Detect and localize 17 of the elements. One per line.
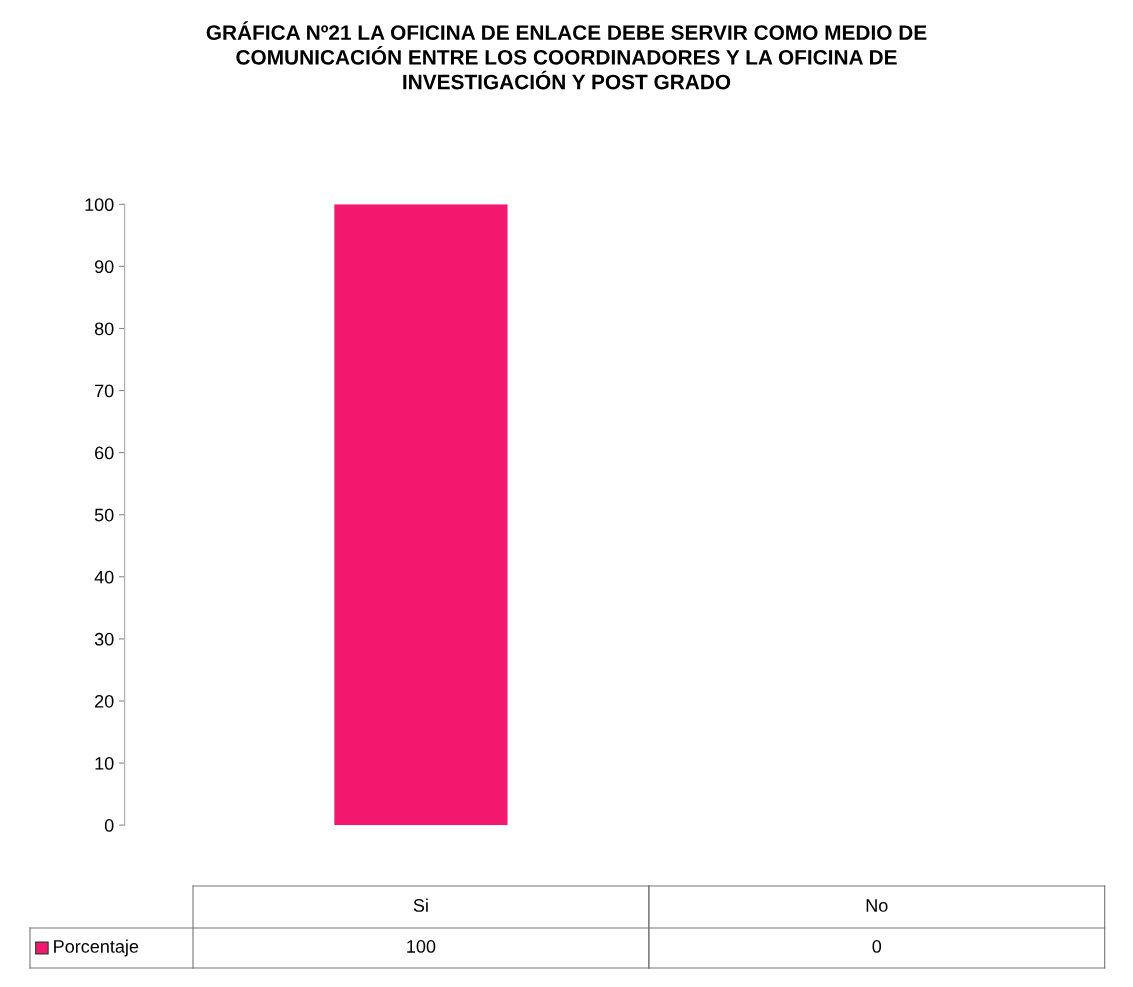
data-label: 100 (407, 940, 436, 953)
legend-label: Porcentaje (54, 939, 139, 957)
y-tick-label: 60 (95, 446, 114, 460)
y-tick-label: 70 (95, 384, 114, 398)
x-tick-label: Si (413, 898, 428, 912)
y-tick-label: 80 (94, 322, 114, 336)
y-tick-label: 0 (104, 819, 114, 832)
y-tick-label: 90 (94, 260, 114, 274)
y-tick-label: 50 (94, 508, 114, 522)
y-tick-label: 20 (95, 694, 114, 708)
y-tick-label: 10 (95, 756, 114, 770)
y-tick-label: 30 (94, 632, 114, 646)
y-tick-label: 100 (85, 198, 114, 212)
y-tick-label: 40 (94, 570, 114, 584)
x-tick-label: No (866, 899, 888, 912)
chart-title: GRÁFICA Nº21 LA OFICINA DE ENLACE DEBE SERVIR COMO MEDIO DE COMUNICACIÓN ENTRE LOS COORDINADORES Y LA OFICINA DE INVESTIGACIÓN Y POST GRADO (206, 21, 927, 90)
data-label: 0 (872, 940, 882, 953)
